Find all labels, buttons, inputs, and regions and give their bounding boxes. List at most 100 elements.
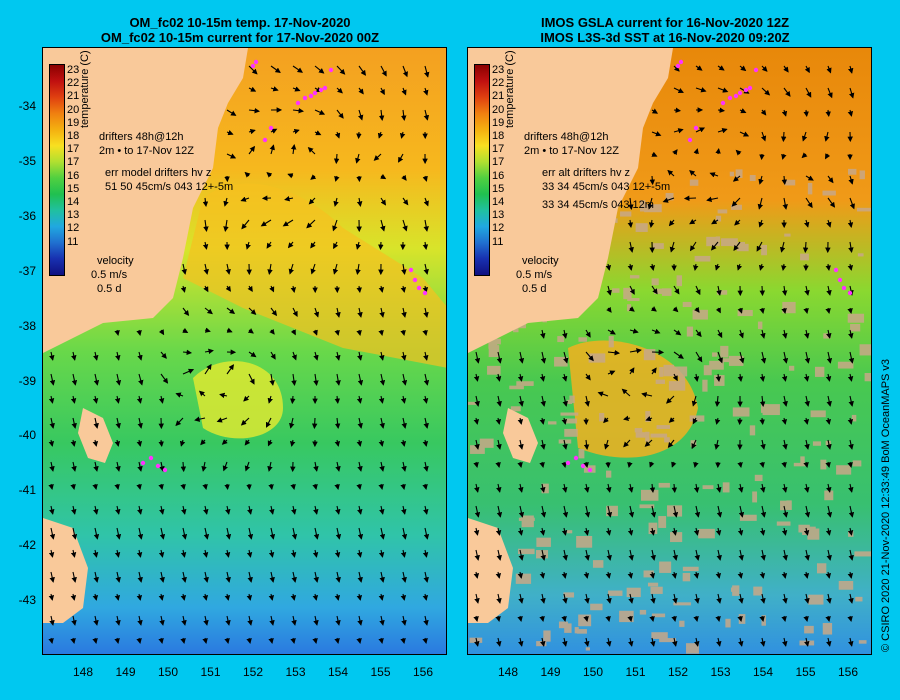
current-arrow (563, 351, 569, 364)
current-arrow (248, 351, 257, 358)
current-arrow (760, 549, 766, 561)
current-arrow (136, 329, 142, 336)
current-arrow (400, 483, 406, 490)
current-arrow (649, 483, 656, 494)
current-arrow (312, 549, 319, 558)
current-arrow (312, 483, 318, 490)
current-arrow (826, 351, 833, 364)
current-arrow (159, 527, 166, 540)
current-arrow (336, 87, 343, 94)
current-arrow (783, 87, 791, 97)
current-arrow (715, 307, 721, 314)
current-arrow (260, 219, 272, 227)
current-arrow (378, 285, 385, 293)
error-stats: err alt drifters hv z 33 34 45cm/s 043 1… (542, 166, 670, 212)
current-arrow (93, 461, 99, 472)
current-arrow (735, 149, 742, 156)
longitude-label: 150 (157, 665, 179, 679)
current-arrow (782, 395, 788, 407)
current-arrow (248, 307, 257, 315)
current-arrow (355, 153, 361, 164)
current-arrow (356, 395, 363, 404)
current-arrow (474, 637, 480, 647)
current-arrow (562, 439, 568, 450)
current-arrow (495, 571, 502, 579)
longitude-label: 149 (115, 665, 136, 679)
current-arrow (825, 109, 831, 118)
current-arrow (422, 483, 428, 490)
current-arrow (738, 549, 744, 561)
current-arrow (202, 483, 208, 490)
drifter-point (148, 455, 154, 461)
current-arrow (379, 461, 385, 472)
drifter-point (687, 137, 693, 143)
current-arrow (782, 197, 788, 210)
current-arrow (290, 329, 296, 336)
current-arrow (313, 461, 319, 472)
current-arrow (645, 415, 653, 422)
current-arrow (93, 615, 99, 626)
current-arrow (379, 417, 385, 429)
current-arrow (423, 351, 429, 361)
current-arrow (562, 549, 568, 561)
current-arrow (606, 549, 612, 561)
colorbar-label: 19 (492, 116, 505, 129)
current-arrow (629, 348, 642, 354)
colorbar-label: 12 (67, 222, 80, 235)
current-arrow (70, 395, 77, 404)
current-arrow (223, 197, 229, 207)
current-arrow (783, 65, 789, 73)
latitude-label: -36 (18, 208, 36, 223)
current-arrow (715, 527, 722, 536)
current-arrow (422, 549, 429, 558)
current-arrow (306, 219, 316, 229)
current-arrow (137, 461, 143, 472)
current-arrow (673, 351, 684, 359)
current-arrow (423, 87, 429, 96)
current-arrow (848, 395, 854, 407)
latitude-label: -37 (18, 263, 36, 278)
current-arrow (287, 173, 294, 179)
velocity-legend: velocity 0.5 m/s 0.5 d (91, 254, 134, 296)
drifter-point (268, 125, 274, 131)
current-arrow (310, 174, 317, 180)
current-arrow (628, 637, 634, 647)
current-arrow (759, 571, 766, 579)
current-arrow (182, 349, 193, 356)
current-arrow (399, 131, 406, 139)
drifter-point (727, 95, 733, 101)
current-arrow (694, 637, 700, 647)
colorbar-label: 14 (67, 196, 80, 209)
current-arrow (782, 439, 788, 450)
current-arrow (561, 615, 567, 622)
current-arrow (649, 461, 655, 468)
current-arrow (706, 196, 719, 203)
current-arrow (627, 571, 634, 579)
current-arrow (422, 241, 429, 250)
current-arrow (216, 417, 228, 423)
current-arrow (847, 219, 854, 228)
current-arrow (402, 197, 409, 206)
current-arrow (848, 351, 855, 364)
longitude-label: 150 (582, 665, 604, 679)
current-arrow (379, 351, 385, 361)
longitude-label: 149 (540, 665, 561, 679)
left-map-panel: 23 22 21 20 19 18 17 17 16 15 14 13 12 11 temperature… (42, 47, 447, 655)
current-arrow (335, 373, 341, 386)
current-arrow (826, 65, 832, 74)
current-arrow (357, 527, 364, 540)
current-arrow (716, 549, 722, 561)
current-arrow (714, 263, 721, 271)
current-arrow (651, 285, 658, 295)
current-arrow (401, 615, 407, 626)
current-arrow (422, 439, 429, 447)
current-arrow (826, 549, 832, 561)
current-arrow (357, 373, 364, 386)
current-arrow (627, 461, 633, 468)
current-arrow (355, 241, 362, 250)
longitude-label: 152 (667, 665, 689, 679)
current-arrow (246, 549, 253, 558)
current-arrow (651, 108, 659, 114)
current-arrow (694, 306, 700, 313)
current-arrow (672, 593, 678, 604)
